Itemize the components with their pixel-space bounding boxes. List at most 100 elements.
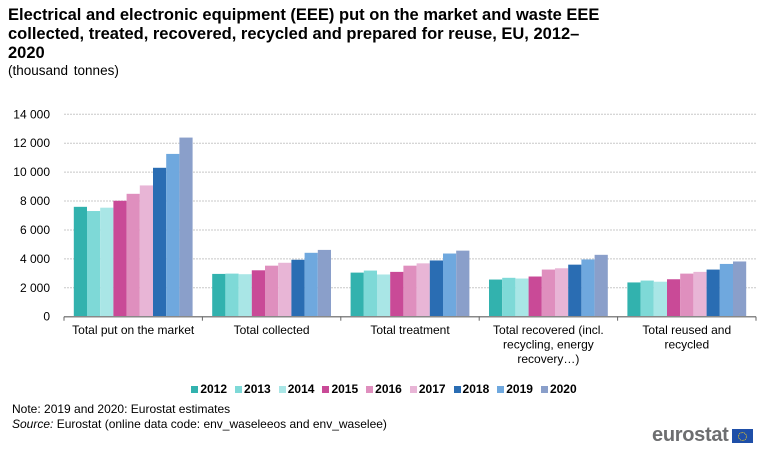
bar-2016-0 [126,193,140,317]
bar-2020-2 [456,250,470,317]
logo-text: eurostat [652,424,729,446]
legend-swatch [540,386,548,393]
bar-2019-0 [166,153,180,317]
bar-2020-1 [317,249,331,317]
bar-2016-3 [541,269,555,317]
legend-label: 2019 [506,382,533,396]
category-labels: Total put on the market Total collected To… [72,323,731,366]
source: Source: Eurostat (online data code: env_… [12,417,387,432]
bar-2017-4 [693,271,707,317]
bar-2019-2 [443,253,457,317]
bar-2013-0 [87,211,101,317]
bar-2014-0 [100,207,114,317]
legend-swatch [409,386,417,393]
bar-2012-4 [627,282,641,317]
legend-label: 2016 [375,382,402,396]
category-label: Total put on the market [72,323,195,337]
chart-title: Electrical and electronic equipment (EEE… [8,6,600,62]
category-label: Total treatment [370,323,450,337]
bar-2018-3 [568,264,582,317]
legend-label: 2012 [200,382,228,396]
bar-2015-1 [251,270,265,317]
legend-item-2017: 2017 [409,382,446,396]
bar-2020-3 [594,254,608,317]
bar-2013-2 [363,270,377,317]
bar-2019-3 [581,259,595,317]
legend-swatch [235,386,243,393]
legend-item-2018: 2018 [453,382,490,396]
bar-2014-3 [515,278,529,317]
bar-2016-2 [403,265,417,317]
legend-label: 2014 [287,382,315,396]
bar-2017-0 [139,185,153,317]
legend-item-2012: 2012 [191,382,227,396]
legend-item-2014: 2014 [278,382,315,396]
bar-2014-4 [653,281,667,317]
y-tick-label: 8 000 [20,194,50,208]
legend-label: 2013 [244,382,271,396]
bar-2018-0 [153,167,167,317]
y-tick-label: 0 [43,310,50,324]
legend-swatch [191,386,199,393]
bar-2015-2 [390,271,404,317]
legend-label: 2020 [549,382,577,396]
x-axis [63,315,757,321]
eu-flag-icon [731,428,753,443]
bar-2014-2 [377,274,391,317]
y-tick-label: 4 000 [20,252,50,266]
legend-item-2013: 2013 [235,382,271,396]
bar-2018-1 [291,259,305,317]
source-label: Source: [12,417,54,431]
category-label: Total collected [234,323,310,337]
y-tick-label: 14 000 [13,107,50,121]
legend-item-2019: 2019 [497,382,533,396]
category-label: Total reused and recycled [642,323,731,352]
legend-item-2016: 2016 [366,382,402,396]
bar-2016-4 [680,273,694,317]
bar-2019-4 [719,263,733,317]
bar-2015-4 [667,279,681,317]
legend-label: 2018 [462,382,490,396]
bar-2017-1 [278,262,292,317]
legend-swatch [497,386,505,393]
bar-2019-1 [304,252,318,317]
legend: 2012 2013 2014 2015 2016 2017 2018 2019 2020 [0,382,768,396]
bar-2013-3 [502,277,516,317]
bar-2020-0 [179,137,193,317]
y-tick-label: 2 000 [20,281,50,295]
bar-2020-4 [733,261,747,317]
legend-label: 2015 [331,382,359,396]
legend-label: 2017 [418,382,446,396]
bar-2018-4 [706,269,720,317]
legend-item-2015: 2015 [322,382,358,396]
legend-item-2020: 2020 [540,382,577,396]
bar-2012-1 [212,273,226,317]
bar-2017-3 [555,268,569,317]
bar-2012-2 [350,272,364,317]
bar-2016-1 [265,265,279,317]
bar-2015-0 [113,200,127,317]
bar-2013-1 [225,273,239,317]
bar-2018-2 [429,260,443,317]
category-label: Total recovered (incl. recycling, energy r… [493,323,604,366]
y-tick-label: 6 000 [20,223,50,237]
bars [73,137,747,317]
bar-2012-0 [73,206,87,317]
bar-2013-4 [640,280,654,317]
chart-subtitle: (thousand tonnes) [8,63,119,78]
source-text: Eurostat (online data code: env_waseleeo… [53,417,387,431]
bar-2017-2 [416,263,430,317]
legend-swatch [278,386,286,393]
y-axis-ticks: 0 2 000 4 000 6 000 8 000 10 000 12 000 14 000 [13,107,50,323]
legend-swatch [322,386,330,393]
legend-swatch [366,386,374,393]
legend-swatch [453,386,461,393]
bar-2014-1 [238,274,252,317]
y-tick-label: 12 000 [13,136,50,150]
bar-2015-3 [528,276,542,317]
y-tick-label: 10 000 [13,165,50,179]
note: Note: 2019 and 2020: Eurostat estimates [12,402,231,416]
bar-2012-3 [489,279,503,317]
eurostat-logo: eurostat [652,424,753,447]
